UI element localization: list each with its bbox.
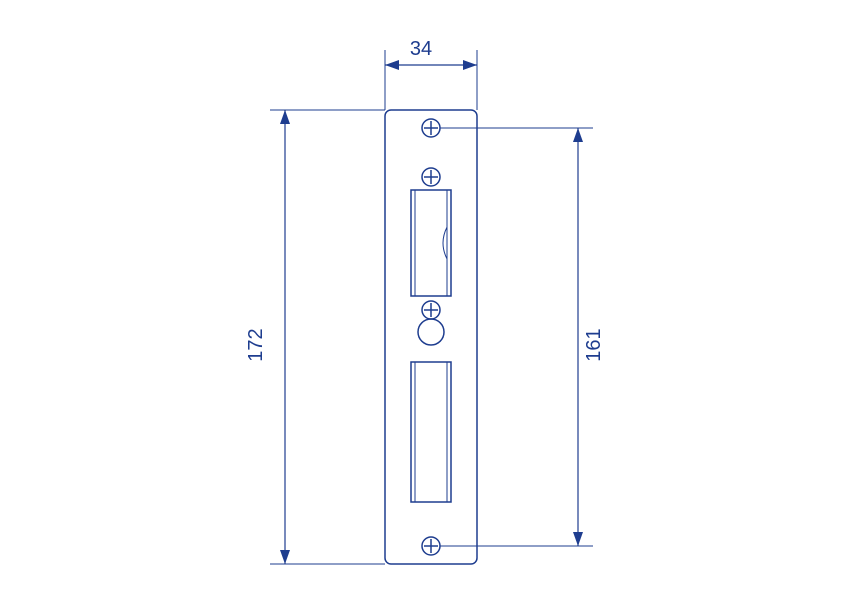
screw-hole-top <box>422 119 440 137</box>
dim-label-height-right: 161 <box>583 328 605 361</box>
round-cutout <box>418 319 444 345</box>
dim-label-width: 34 <box>410 38 432 60</box>
bolt-cutout-lower <box>411 362 451 502</box>
dim-label-height-left: 172 <box>245 328 267 361</box>
screw-hole-bottom <box>422 537 440 555</box>
screw-hole-mid-lower <box>422 301 440 319</box>
latch-cutout-upper <box>411 190 451 296</box>
screw-hole-mid-upper <box>422 168 440 186</box>
